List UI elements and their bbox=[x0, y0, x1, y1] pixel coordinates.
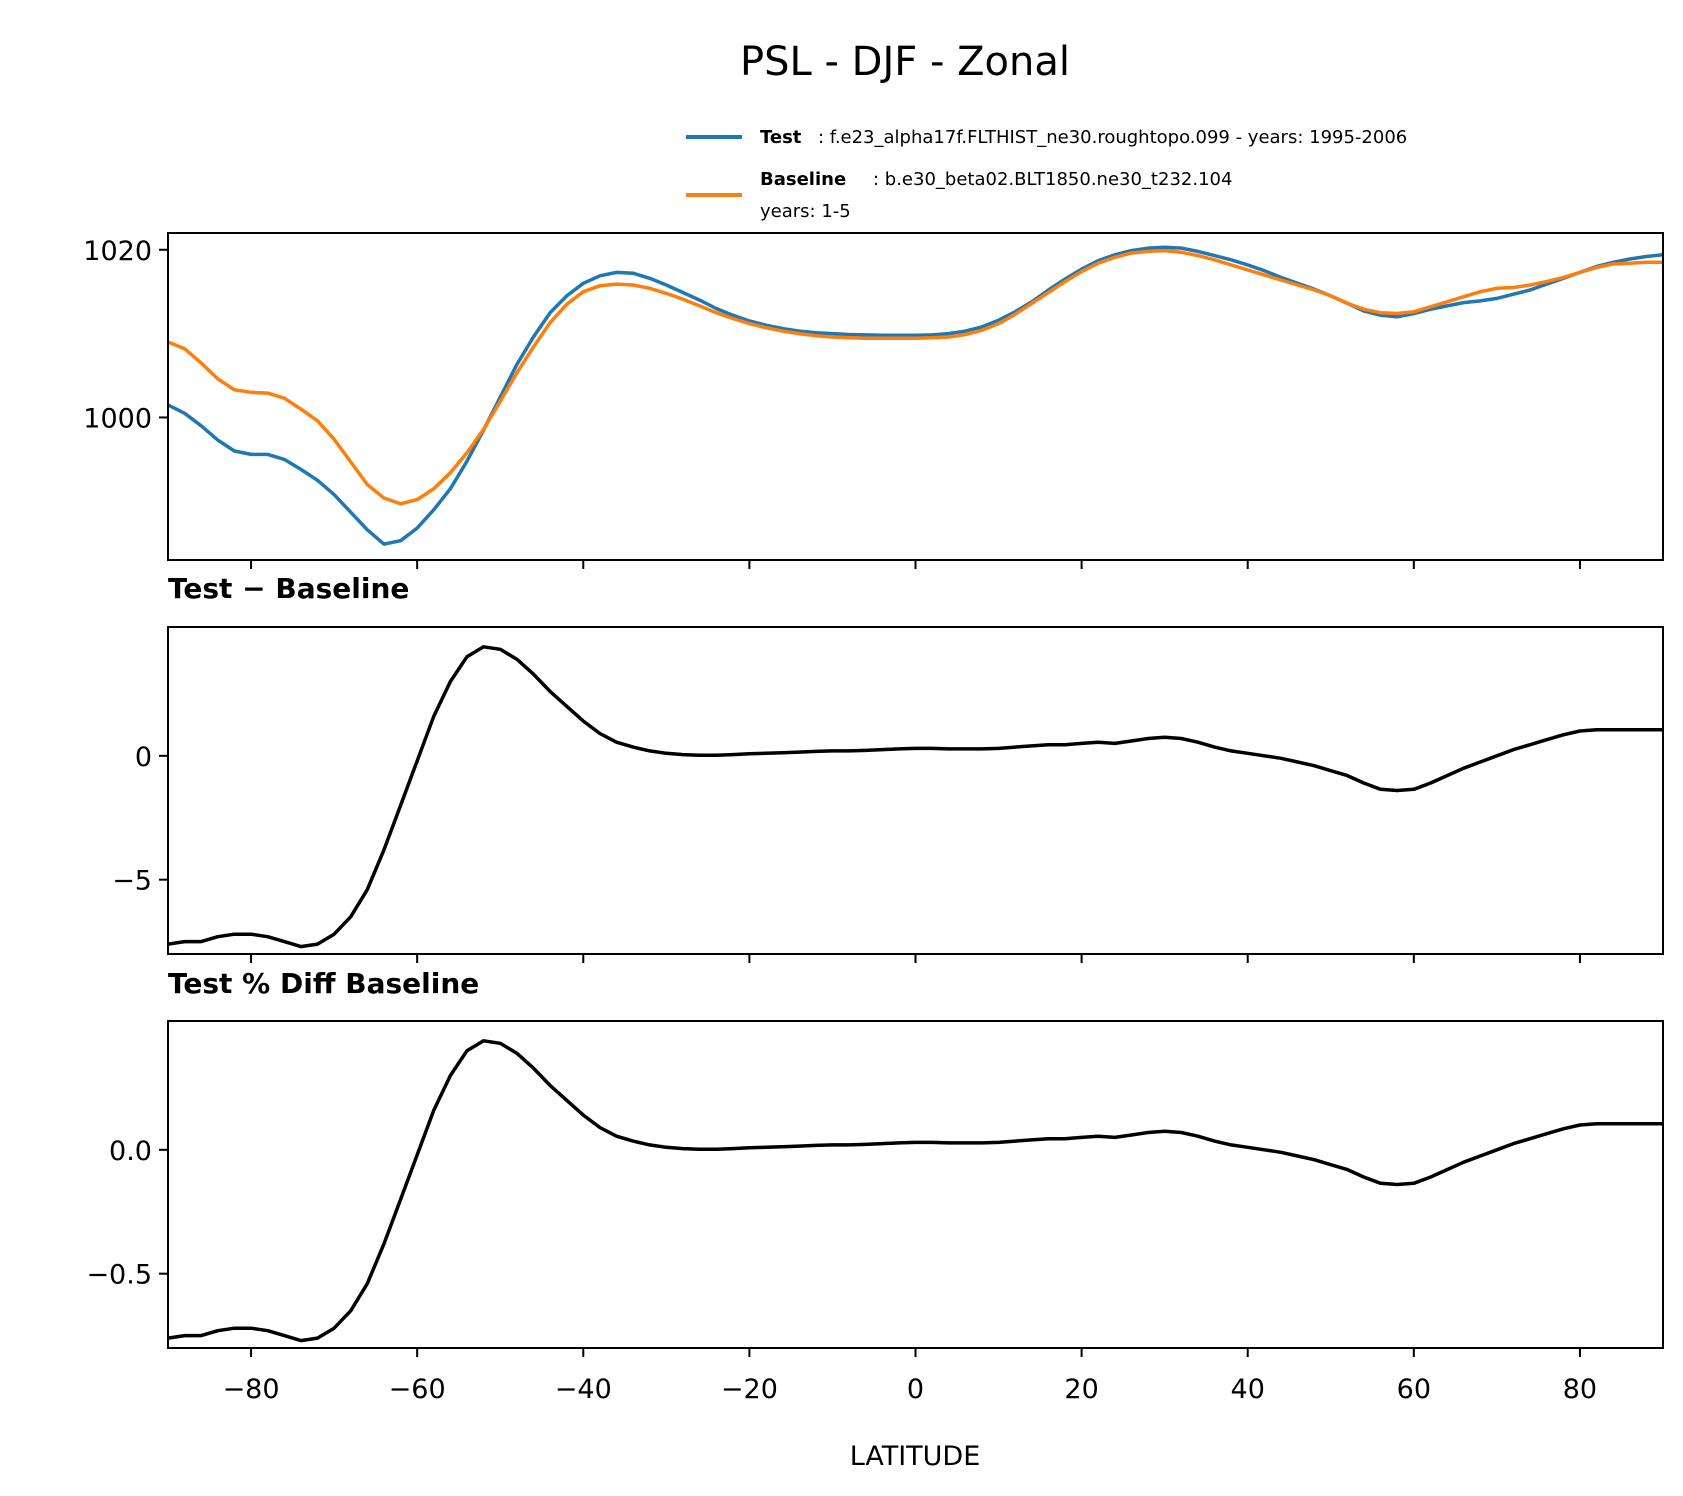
chart-title: PSL - DJF - Zonal bbox=[740, 39, 1070, 85]
axes-frame bbox=[167, 232, 1664, 561]
panel-test-pct-diff-baseline: −0.5 0.0 bbox=[86, 1020, 1664, 1357]
y-tick-label: −5 bbox=[112, 866, 152, 897]
panel-test-minus-baseline: −5 0 bbox=[112, 626, 1664, 963]
y-tick-label: 0.0 bbox=[109, 1136, 152, 1167]
axes-frame bbox=[167, 1020, 1664, 1349]
series-line-test-baseline bbox=[168, 645, 1663, 949]
x-tick-label: −60 bbox=[389, 1374, 446, 1405]
y-tick-label: 0 bbox=[135, 742, 152, 773]
x-tick-label: 80 bbox=[1563, 1374, 1597, 1405]
panel-title-diff: Test − Baseline bbox=[168, 572, 409, 605]
x-tick-label: −20 bbox=[721, 1374, 778, 1405]
y-tick-label: 1020 bbox=[83, 236, 152, 267]
x-tick-label: 40 bbox=[1231, 1374, 1265, 1405]
x-tick-label: −40 bbox=[555, 1374, 612, 1405]
series-line-baseline bbox=[168, 248, 1663, 506]
x-tick-label: 0 bbox=[907, 1374, 924, 1405]
legend-desc-baseline: : b.e30_beta02.BLT1850.ne30_t232.104 bbox=[873, 169, 1232, 190]
series-line-test-diff-baseline bbox=[168, 1039, 1663, 1343]
y-tick-label: −0.5 bbox=[86, 1260, 152, 1291]
axes-frame bbox=[167, 626, 1664, 955]
x-tick-label: −80 bbox=[223, 1374, 280, 1405]
x-tick-labels: −80 −60 −40 −20 0 20 40 60 80 bbox=[223, 1374, 1598, 1405]
x-tick-label: 60 bbox=[1397, 1374, 1431, 1405]
legend-desc2-baseline: years: 1-5 bbox=[760, 201, 851, 222]
y-tick-label: 1000 bbox=[83, 403, 152, 434]
x-tick-label: 20 bbox=[1064, 1374, 1098, 1405]
legend: Test : f.e23_alpha17f.FLTHIST_ne30.rough… bbox=[686, 127, 1407, 222]
x-axis-label: LATITUDE bbox=[850, 1441, 981, 1472]
panel-psl: 1000 1020 bbox=[83, 232, 1664, 569]
legend-label-test: Test bbox=[760, 127, 802, 148]
legend-label-baseline: Baseline bbox=[760, 169, 846, 190]
legend-desc-test: : f.e23_alpha17f.FLTHIST_ne30.roughtopo.… bbox=[818, 127, 1407, 148]
panel-title-pctdiff: Test % Diff Baseline bbox=[168, 967, 479, 1000]
